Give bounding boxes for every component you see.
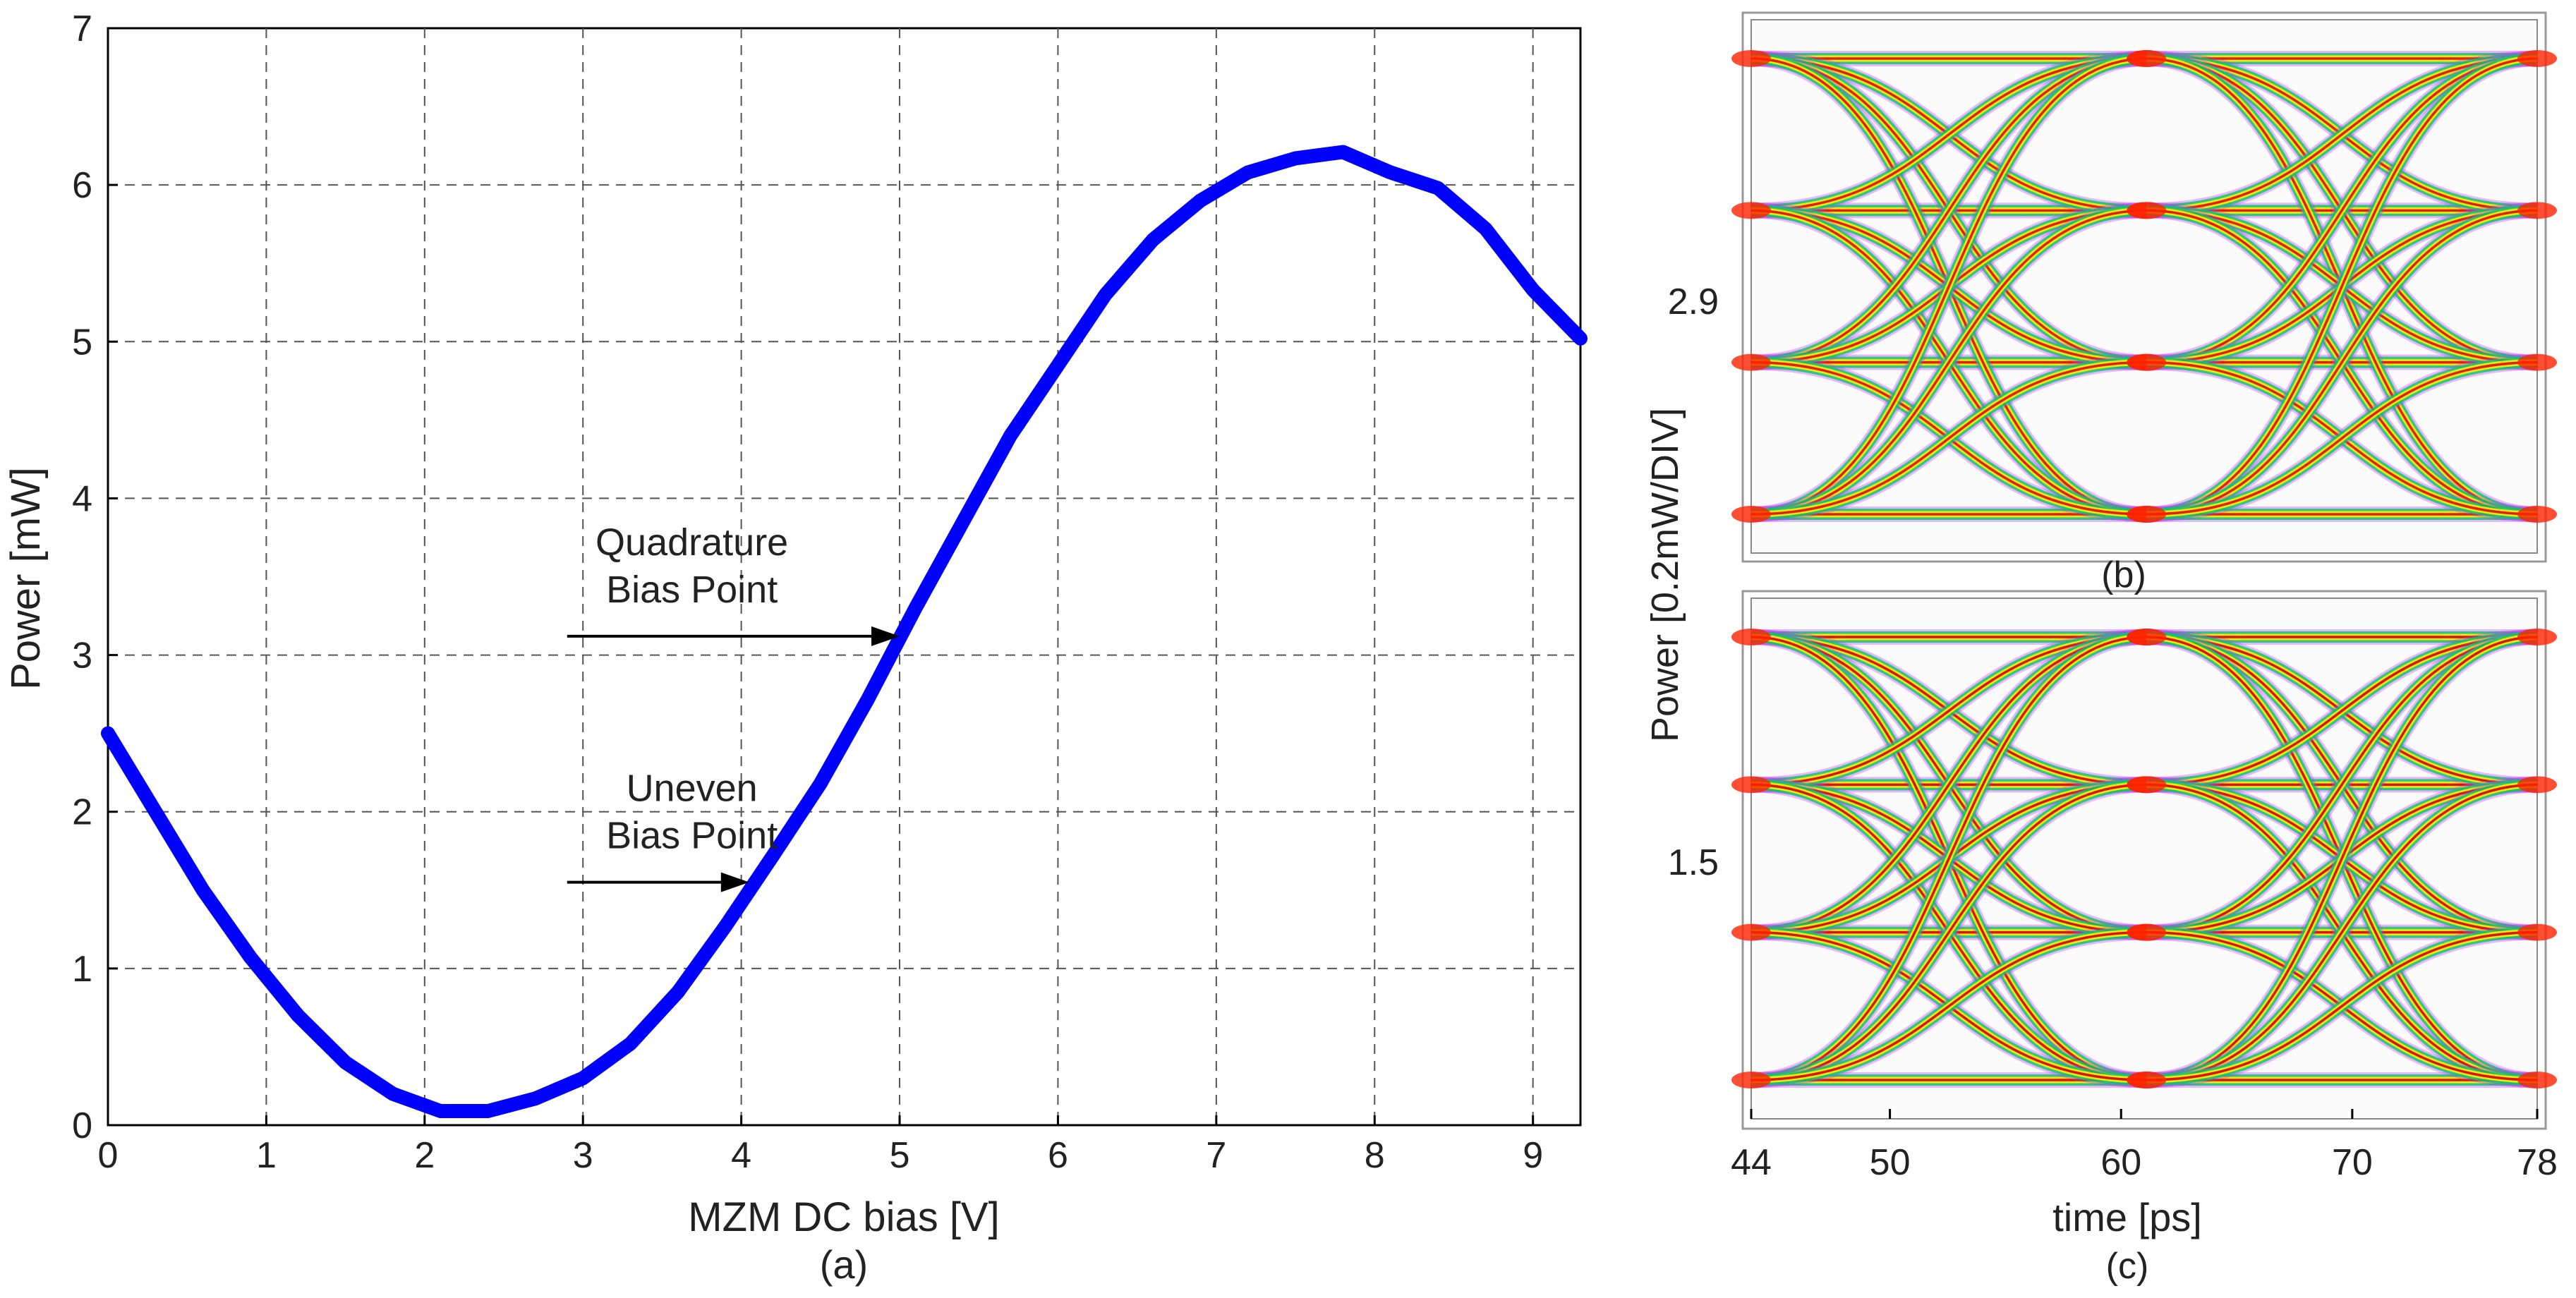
chart-a-ylabel: Power [mW] [3, 467, 49, 690]
eye-crossing-spot [2517, 1072, 2557, 1088]
eye-crossing-spot [2517, 923, 2557, 941]
eye-b-traces [1731, 50, 2557, 523]
xtick-label: 0 [98, 1135, 119, 1176]
eye-transition-trace [1750, 360, 2147, 516]
eye-transition-trace [2146, 57, 2538, 364]
annotation-text-line1: Quadrature [595, 521, 788, 564]
ytick-label: 0 [72, 1105, 92, 1146]
annotation-text-line2: Bias Point [606, 815, 778, 857]
eye-b-plot-area [1750, 19, 2538, 554]
annotation-arrowhead [871, 626, 900, 646]
chart-a-ticks: 0 1 2 3 4 5 6 7 8 9 0 1 2 3 4 5 6 7 [72, 8, 1543, 1176]
annotation-text-line2: Bias Point [606, 569, 778, 611]
chart-a-xlabel: MZM DC bias [V] [688, 1194, 1000, 1240]
eye-xtick-label: 44 [1731, 1142, 1772, 1183]
eye-transition-trace [1750, 636, 2147, 787]
xtick-label: 5 [890, 1135, 910, 1176]
chart-a-gridlines [108, 28, 1580, 1125]
ytick-label: 6 [72, 165, 92, 206]
eye-transition-trace [2146, 783, 2538, 1081]
eye-transition-trace [1750, 57, 2147, 212]
xtick-label: 6 [1048, 1135, 1068, 1176]
annotation-arrowhead [720, 872, 749, 892]
eye-crossing-spot [2127, 353, 2167, 371]
eye-transition-trace [2146, 209, 2538, 516]
chart-a: 0 1 2 3 4 5 6 7 8 9 0 1 2 3 4 5 6 7 Quadrature Bias Point U… [3, 8, 1588, 1287]
eye-crossing-spot [2127, 50, 2167, 67]
eye-transition-trace [1750, 57, 2147, 364]
transfer-curve-line [101, 145, 1588, 1118]
eye-transition-trace [1750, 930, 2147, 1081]
eye-crossing-spot [2127, 629, 2167, 645]
eye-transition-trace [1750, 636, 2147, 934]
chart-a-panel-label: (a) [820, 1242, 868, 1287]
eye-crossing-spot [2127, 1072, 2167, 1088]
eye-xtick-label: 78 [2517, 1142, 2558, 1183]
eye-c-ytick: 1.5 [1668, 842, 1719, 883]
eye-crossing-spot [2517, 202, 2557, 219]
eye-c-panel-label: (c) [2106, 1246, 2149, 1287]
eye-crossing-spot [1731, 1072, 1771, 1088]
eye-crossing-spot [2517, 629, 2557, 645]
xtick-label: 7 [1206, 1135, 1226, 1176]
eye-transition-trace [1750, 57, 2147, 516]
chart-a-plot-area [107, 27, 1582, 1127]
xtick-label: 4 [731, 1135, 751, 1176]
eye-transition-trace [2146, 57, 2538, 516]
eye-xticks: 44 50 60 70 78 [1731, 1109, 2558, 1183]
eye-crossing-spot [2517, 506, 2557, 523]
eye-crossing-spot [2127, 776, 2167, 794]
eye-ylabel: Power [0.2mW/DIV] [1644, 408, 1686, 742]
eye-crossing-spot [1731, 776, 1771, 794]
eye-crossing-spot [2517, 50, 2557, 67]
eye-c-traces [1731, 629, 2557, 1088]
eye-c-plot-area [1750, 598, 2538, 1120]
eye-b-ytick: 2.9 [1668, 281, 1719, 322]
xtick-label: 9 [1523, 1135, 1543, 1176]
eye-crossing-spot [1731, 353, 1771, 371]
xtick-label: 1 [256, 1135, 277, 1176]
eye-crossing-spot [2517, 353, 2557, 371]
eye-diagrams: 2.9 1.5 (b) Power [0.2mW/DIV] 44 50 60 70 78… [1644, 11, 2558, 1287]
ytick-label: 4 [72, 478, 92, 519]
eye-xtick-label: 70 [2332, 1142, 2373, 1183]
ytick-label: 5 [72, 322, 92, 363]
eye-transition-trace [2146, 636, 2538, 787]
eye-xlabel: time [ps] [2052, 1195, 2202, 1239]
ytick-label: 1 [72, 949, 92, 990]
eye-crossing-spot [1731, 202, 1771, 219]
annotation-text-line1: Uneven [627, 768, 758, 810]
ytick-label: 3 [72, 636, 92, 677]
eye-crossing-spot [2517, 776, 2557, 794]
eye-crossing-spot [2127, 202, 2167, 219]
eye-transition-trace [2146, 930, 2538, 1081]
eye-crossing-spot [1731, 50, 1771, 67]
eye-crossing-spot [2127, 506, 2167, 523]
eye-xtick-label: 60 [2100, 1142, 2141, 1183]
eye-transition-trace [1750, 636, 2147, 1081]
eye-xtick-label: 50 [1870, 1142, 1911, 1183]
eye-crossing-spot [1731, 506, 1771, 523]
eye-crossing-spot [2127, 923, 2167, 941]
eye-transition-trace [1750, 209, 2147, 516]
xtick-label: 8 [1365, 1135, 1385, 1176]
eye-transition-trace [2146, 636, 2538, 934]
ytick-label: 2 [72, 792, 92, 833]
xtick-label: 2 [414, 1135, 435, 1176]
ytick-label: 7 [72, 8, 92, 49]
xtick-label: 3 [573, 1135, 593, 1176]
eye-transition-trace [1750, 783, 2147, 1081]
eye-crossing-spot [1731, 923, 1771, 941]
eye-b-panel-label: (b) [2101, 554, 2146, 595]
chart-a-annotations: Quadrature Bias Point Uneven Bias Point [567, 521, 900, 892]
eye-transition-trace [2146, 636, 2538, 1081]
eye-transition-trace [2146, 360, 2538, 516]
eye-transition-trace [2146, 57, 2538, 212]
eye-crossing-spot [1731, 629, 1771, 645]
